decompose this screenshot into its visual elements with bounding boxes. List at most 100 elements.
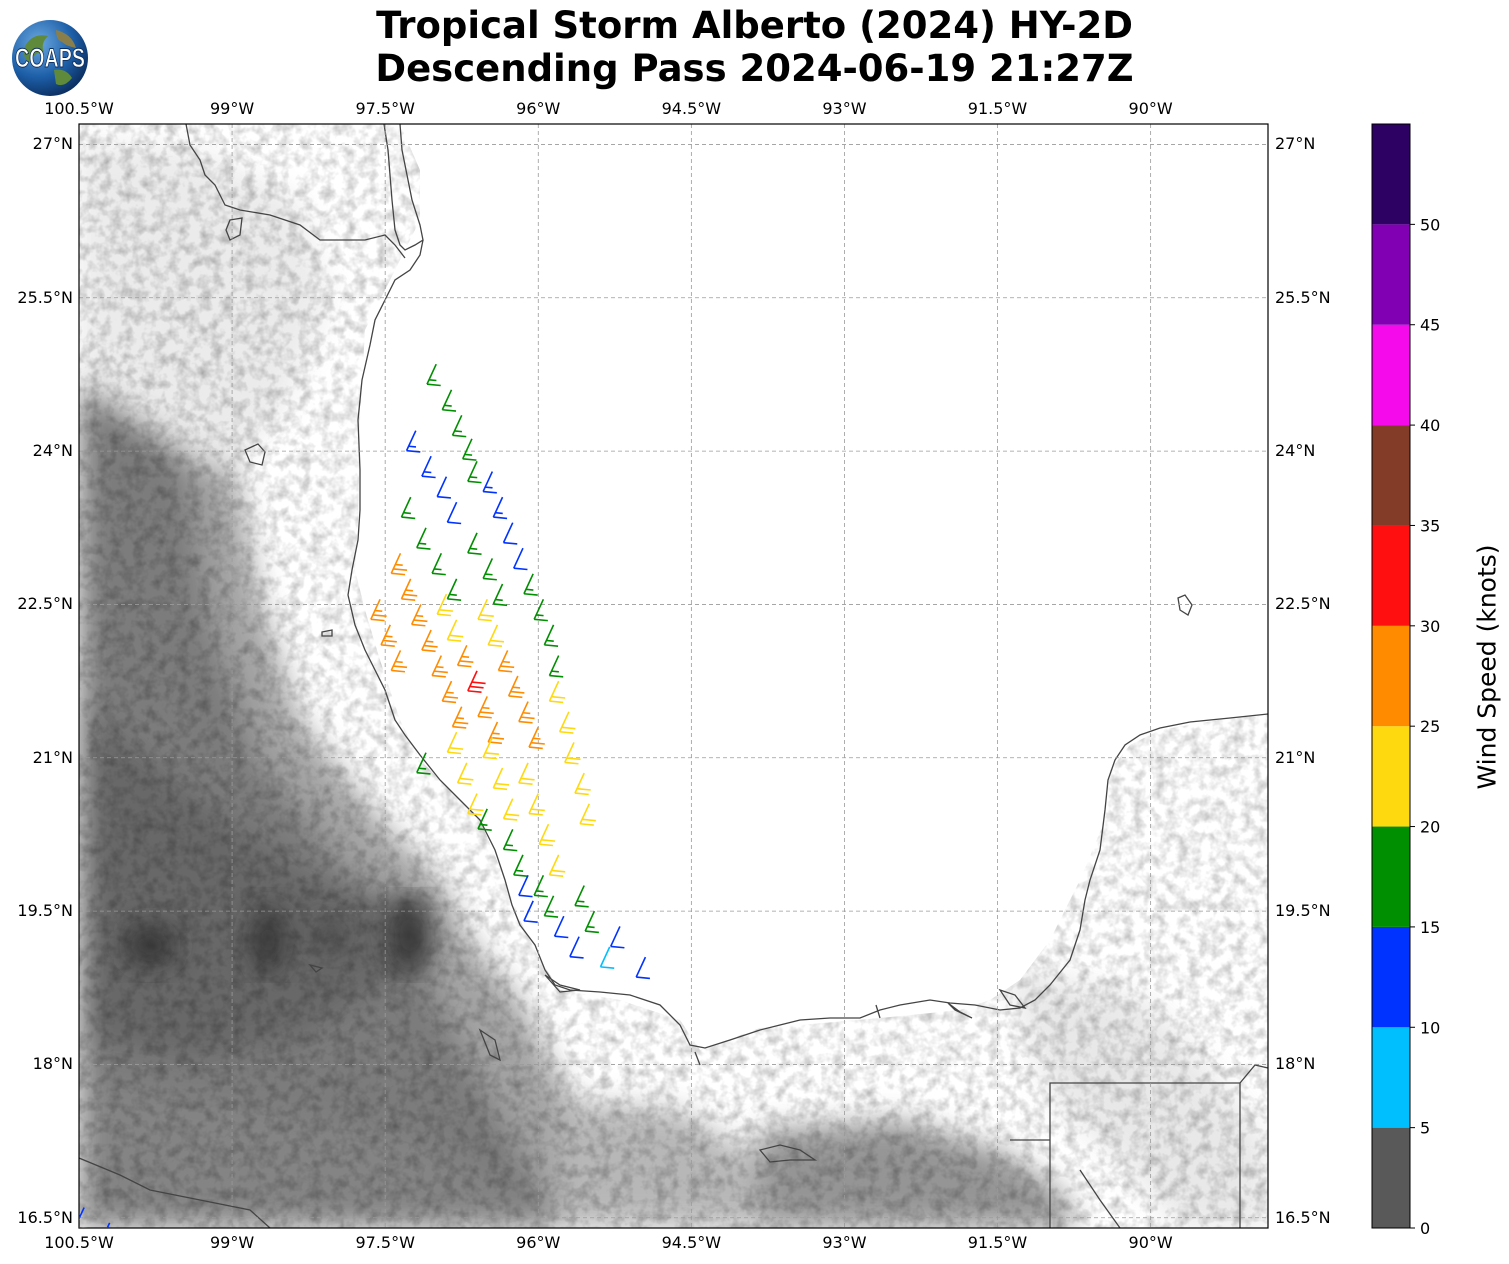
wind-barb xyxy=(579,803,596,826)
logo-text: COAPS xyxy=(15,43,85,72)
wind-barb xyxy=(467,532,482,555)
lat-tick-label-left: 21°N xyxy=(32,747,73,767)
wind-barb xyxy=(518,762,535,785)
wind-barb xyxy=(467,793,484,816)
colorbar-tick-label: 40 xyxy=(1420,416,1440,435)
wind-barb xyxy=(558,711,576,734)
wind-barb xyxy=(416,752,431,775)
wind-barb xyxy=(513,854,528,877)
wind-barb xyxy=(507,675,525,699)
wind-barb xyxy=(426,363,441,387)
wind-barb xyxy=(477,598,494,622)
wind-barb xyxy=(467,670,486,693)
lat-tick-label-left: 19.5°N xyxy=(17,901,73,921)
lat-tick-label-right: 18°N xyxy=(1275,1054,1316,1074)
wind-barb xyxy=(421,629,438,653)
wind-barb xyxy=(502,828,518,852)
lon-tick-label-top: 100.5°W xyxy=(44,99,114,118)
wind-barb xyxy=(487,624,505,647)
wind-barb xyxy=(446,731,464,755)
wind-barb xyxy=(518,701,535,724)
lat-tick-label-left: 25.5°N xyxy=(17,287,73,307)
lat-tick-label-right: 19.5°N xyxy=(1275,901,1331,921)
lon-tick-label-top: 91.5°W xyxy=(967,99,1028,118)
lon-tick-label-top: 97.5°W xyxy=(355,99,415,118)
wind-barb xyxy=(584,910,599,934)
lon-tick-label-top: 96°W xyxy=(516,99,561,118)
chart-title-line2: Descending Pass 2024-06-19 21:27Z xyxy=(375,47,1134,90)
colorbar-tick-label: 50 xyxy=(1420,215,1440,234)
colorbar-bin xyxy=(1372,1027,1410,1128)
lon-tick-label-top: 94.5°W xyxy=(661,99,722,118)
wind-barb xyxy=(492,496,508,520)
wind-barb xyxy=(609,926,625,949)
colorbar-bin xyxy=(1372,625,1410,727)
wind-barb xyxy=(400,496,416,520)
colorbar-label: Wind Speed (knots) xyxy=(1472,544,1502,790)
colorbar-tick-label: 5 xyxy=(1420,1119,1430,1138)
lat-tick-label-right: 24°N xyxy=(1275,441,1316,461)
wind-barb xyxy=(523,900,538,923)
lat-tick-label-left: 16.5°N xyxy=(17,1207,73,1227)
lon-tick-label-bottom: 99°W xyxy=(209,1233,255,1252)
wind-barb xyxy=(548,854,566,877)
colorbar-bin xyxy=(1372,224,1410,325)
wind-barb xyxy=(574,772,591,796)
globe-logo-icon: COAPS xyxy=(10,18,90,98)
wind-barb xyxy=(523,573,538,596)
wind-barb xyxy=(574,885,589,908)
colorbar-bin xyxy=(1372,425,1410,526)
wind-barb xyxy=(106,1222,111,1228)
wind-barb xyxy=(482,558,497,581)
lon-tick-label-bottom: 93°W xyxy=(822,1233,867,1252)
colorbar-bin xyxy=(1372,1127,1410,1228)
wind-barb xyxy=(533,874,548,898)
wind-barb xyxy=(416,527,431,550)
wind-barb xyxy=(543,895,559,918)
wind-barb xyxy=(518,874,533,898)
colorbar-tick-label: 20 xyxy=(1420,818,1440,837)
wind-barb xyxy=(451,706,469,729)
terrain-background xyxy=(79,124,1268,1228)
colorbar-bin xyxy=(1372,124,1410,225)
lat-tick-label-right: 22.5°N xyxy=(1275,594,1331,614)
wind-barb xyxy=(456,644,474,668)
colorbar-bin xyxy=(1372,525,1410,626)
wind-barb xyxy=(482,471,497,494)
wind-barb xyxy=(538,823,556,847)
colorbar-tick-label: 45 xyxy=(1420,316,1440,335)
wind-barb xyxy=(528,793,545,816)
wind-barb xyxy=(446,501,462,525)
wind-barb xyxy=(436,476,451,499)
lon-tick-label-bottom: 94.5°W xyxy=(661,1233,722,1252)
wind-barb xyxy=(599,946,615,969)
wind-barb xyxy=(513,547,528,571)
coastline xyxy=(79,124,1268,1228)
lat-tick-label-right: 25.5°N xyxy=(1275,287,1331,307)
chart-title-line1: Tropical Storm Alberto (2024) HY-2D xyxy=(376,4,1133,47)
wind-barb xyxy=(446,619,464,642)
wind-barb xyxy=(477,696,494,719)
lon-tick-label-bottom: 97.5°W xyxy=(355,1233,415,1252)
wind-barb xyxy=(461,438,477,461)
colorbar-tick-label: 15 xyxy=(1420,918,1440,937)
wind-barb xyxy=(456,762,474,785)
wind-barb xyxy=(492,767,510,791)
wind-barbs xyxy=(79,363,651,1228)
wind-barb xyxy=(482,736,499,760)
wind-barb xyxy=(635,956,651,980)
wind-barb xyxy=(502,522,518,545)
wind-barb xyxy=(370,598,387,622)
wind-barb xyxy=(548,680,566,704)
colorbar-tick-label: 25 xyxy=(1420,717,1440,736)
wind-barb xyxy=(421,455,436,479)
lon-tick-label-bottom: 90°W xyxy=(1128,1233,1173,1252)
wind-barb xyxy=(441,389,457,412)
lon-tick-label-bottom: 96°W xyxy=(516,1233,561,1252)
wind-barb xyxy=(528,726,545,750)
lon-tick-label-bottom: 91.5°W xyxy=(967,1233,1028,1252)
colorbar-bin xyxy=(1372,726,1410,827)
wind-barb xyxy=(477,808,492,831)
gridlines xyxy=(78,124,1268,1228)
